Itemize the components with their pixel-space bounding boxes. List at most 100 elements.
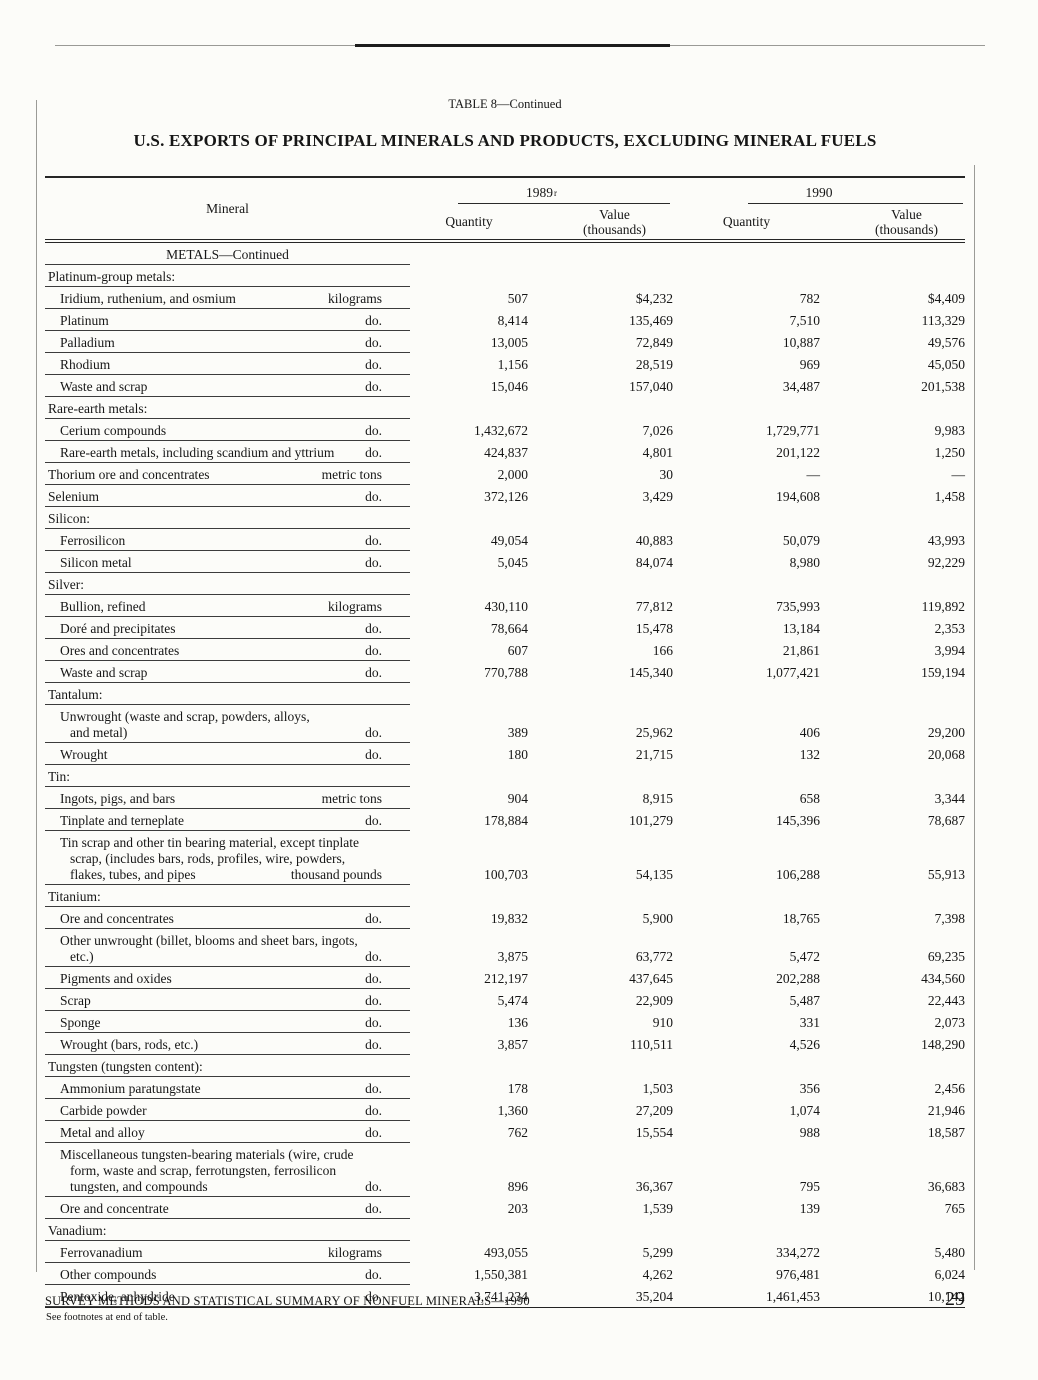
group-header-row: Silver: <box>45 573 965 595</box>
mineral-name-line: Waste and scrap do. <box>45 665 410 681</box>
value-cell-v1: 7,026 <box>642 423 673 438</box>
unit-label: do. <box>365 1125 382 1140</box>
mineral-name-line: Vanadium: <box>48 1223 107 1238</box>
unit-label: do. <box>365 621 382 636</box>
table-caption: TABLE 8—Continued <box>448 97 562 111</box>
mineral-name-line: Cerium compounds do. <box>45 423 410 439</box>
value-cell-v2: 119,892 <box>921 599 965 614</box>
mineral-row: Pigments and oxides do. 212,197 437,645 202,… <box>45 967 965 989</box>
mineral-row: Pentoxide, anhydride do. 3,741,234 35,204 1,… <box>45 1285 965 1307</box>
value-cell-q2: 795 <box>799 1179 820 1194</box>
table-bottom-rule <box>45 1307 965 1308</box>
mineral-row: Doré and precipitates do. 78,664 15,478 13,1… <box>45 617 965 639</box>
value-cell-v2: 434,560 <box>921 971 965 986</box>
mineral-name-line: Palladium do. <box>45 335 410 351</box>
mineral-label-cell: Platinum-group metals: <box>45 265 410 287</box>
value-cell-q2: 106,288 <box>776 867 820 882</box>
value-cell-v1: 84,074 <box>635 555 673 570</box>
value-cell-q1: 8,414 <box>497 313 528 328</box>
mineral-name: Ore and concentrate <box>60 1201 169 1216</box>
value-cell-v2: 36,683 <box>927 1179 965 1194</box>
mineral-label-cell: Ore and concentrates do. <box>45 907 410 929</box>
header-double-rule <box>45 239 965 243</box>
page-footer: SURVEY METHODS AND STATISTICAL SUMMARY O… <box>45 1288 965 1311</box>
value-cell-v2: 9,983 <box>934 423 965 438</box>
value-cell-q1: 5,045 <box>497 555 528 570</box>
mineral-name: tungsten, and compounds <box>70 1179 208 1194</box>
mineral-row: Ores and concentrates do. 607 166 21,861 3,99… <box>45 639 965 661</box>
mineral-label-cell: Palladium do. <box>45 331 410 353</box>
mineral-name-line: flakes, tubes, and pipes thousand pounds <box>45 867 410 883</box>
value-cell-v1: 8,915 <box>642 791 673 806</box>
value-cell-q1: 372,126 <box>484 489 528 504</box>
mineral-name: Platinum <box>60 313 109 328</box>
value-cell-q2: 331 <box>799 1015 820 1030</box>
value-cell-q1: 1,156 <box>497 357 528 372</box>
mineral-name-line: Silver: <box>48 577 84 592</box>
mineral-label-cell: Ingots, pigs, and bars metric tons <box>45 787 410 809</box>
unit-label: do. <box>365 1037 382 1052</box>
mineral-row: Silicon metal do. 5,045 84,074 8,980 92,229 <box>45 551 965 573</box>
mineral-name-line: Carbide powder do. <box>45 1103 410 1119</box>
mineral-label-cell: Silicon: <box>45 507 410 529</box>
mineral-label-cell: Rare-earth metals: <box>45 397 410 419</box>
value-cell-q2: 976,481 <box>776 1267 820 1282</box>
value-header-line1: Value <box>891 206 922 222</box>
value-cell-v2: 10,142 <box>927 1289 965 1304</box>
value-cell-v1: 15,478 <box>635 621 673 636</box>
mineral-label-cell: Tantalum: <box>45 683 410 705</box>
mineral-name-line: Bullion, refined kilograms <box>45 599 410 615</box>
value-cell-v2: 1,458 <box>934 489 965 504</box>
mineral-label-cell: Scrap do. <box>45 989 410 1011</box>
mineral-name: Other compounds <box>60 1267 157 1282</box>
value-cell-q2: 202,288 <box>776 971 820 986</box>
subheaders-1990: Quantity Value (thousands) <box>673 204 965 239</box>
unit-label: do. <box>365 423 382 438</box>
mineral-name-line: scrap, (includes bars, rods, profiles, w… <box>70 851 346 866</box>
value-cell-q1: 904 <box>507 791 528 806</box>
mineral-name-line: Tantalum: <box>48 687 103 702</box>
mineral-name: etc.) <box>70 949 94 964</box>
unit-label: do. <box>365 555 382 570</box>
value-cell-v2: 22,443 <box>927 993 965 1008</box>
value-cell-q2: 10,887 <box>782 335 820 350</box>
mineral-name-line: Rhodium do. <box>45 357 410 373</box>
value-cell-q2: 132 <box>799 747 820 762</box>
mineral-name-line: Iridium, ruthenium, and osmium kilograms <box>45 291 410 307</box>
mineral-label-cell: Silicon metal do. <box>45 551 410 573</box>
value-cell-v2: $4,409 <box>927 291 965 306</box>
value-cell-v1: 36,367 <box>635 1179 673 1194</box>
value-cell-q2: 658 <box>799 791 820 806</box>
mineral-label-cell: Ferrosilicon do. <box>45 529 410 551</box>
mineral-name-line: Scrap do. <box>45 993 410 1009</box>
mineral-name: flakes, tubes, and pipes <box>70 867 196 882</box>
unit-label: do. <box>365 1289 382 1304</box>
unit-label: do. <box>365 665 382 680</box>
mineral-name-line: Tungsten (tungsten content): <box>48 1059 203 1074</box>
mineral-label-cell: Sponge do. <box>45 1011 410 1033</box>
unit-label: do. <box>365 1179 382 1194</box>
unit-label: thousand pounds <box>290 867 382 882</box>
value-cell-q1: 5,474 <box>497 993 528 1008</box>
year-group-1990: 1990 Quantity Value (thousands) <box>673 178 965 239</box>
mineral-name: Cerium compounds <box>60 423 167 438</box>
mineral-name: Selenium <box>48 489 99 504</box>
value-cell-q2: 5,472 <box>789 949 820 964</box>
mineral-name-line: Platinum do. <box>45 313 410 329</box>
mineral-label-cell: Ore and concentrate do. <box>45 1197 410 1219</box>
subheaders-1989: Quantity Value (thousands) <box>410 204 673 239</box>
mineral-label-cell: Ores and concentrates do. <box>45 639 410 661</box>
mineral-row: Iridium, ruthenium, and osmium kilograms 5… <box>45 287 965 309</box>
value-cell-v2: 3,994 <box>934 643 965 658</box>
mineral-name-line: Waste and scrap do. <box>45 379 410 395</box>
mineral-name: Pentoxide, anhydride <box>60 1289 175 1304</box>
mineral-name-line: Wrought (bars, rods, etc.) do. <box>45 1037 410 1053</box>
value-cell-q2: 1,077,421 <box>766 665 820 680</box>
value-cell-q1: 3,741,234 <box>474 1289 528 1304</box>
mineral-name-line: Titanium: <box>48 889 101 904</box>
mineral-label-cell: Titanium: <box>45 885 410 907</box>
year-label-1989: 1989 r <box>526 184 557 200</box>
mineral-name-line: Silicon metal do. <box>45 555 410 571</box>
value-cell-q1: 424,837 <box>484 445 528 460</box>
